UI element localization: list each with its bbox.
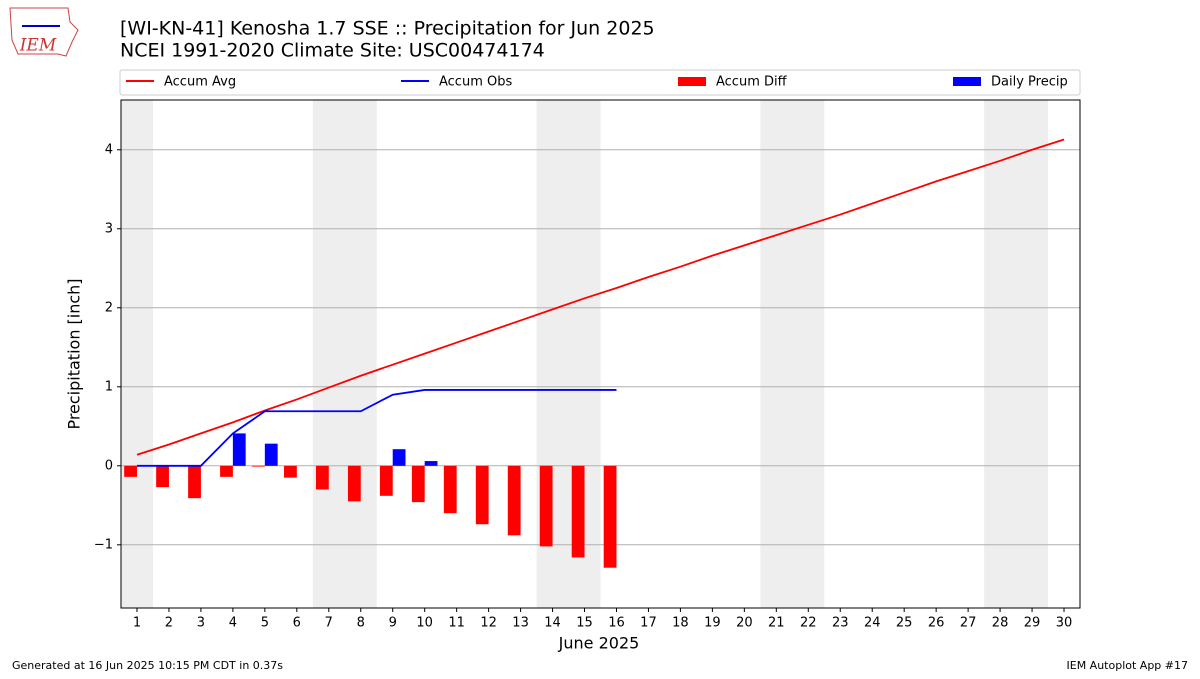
bar xyxy=(603,465,617,568)
x-tick-label: 14 xyxy=(544,616,561,631)
bar xyxy=(539,465,553,547)
legend-label: Daily Precip xyxy=(991,75,1068,90)
bar xyxy=(379,465,393,496)
weekend-shade xyxy=(760,100,825,608)
weekend-shade xyxy=(312,100,377,608)
y-tick-label: 3 xyxy=(105,221,113,236)
bar xyxy=(347,465,361,502)
footer-right: IEM Autoplot App #17 xyxy=(1067,659,1189,672)
weekend-shade xyxy=(984,100,1049,608)
x-tick-label: 13 xyxy=(512,616,529,631)
x-tick-label: 26 xyxy=(928,616,945,631)
chart-title: [WI-KN-41] Kenosha 1.7 SSE :: Precipitat… xyxy=(120,18,655,40)
y-tick-label: 1 xyxy=(105,379,113,394)
legend-swatch xyxy=(953,77,981,86)
x-tick-label: 6 xyxy=(293,616,301,631)
x-tick-label: 25 xyxy=(896,616,913,631)
x-tick-label: 27 xyxy=(960,616,977,631)
x-tick-label: 15 xyxy=(576,616,593,631)
y-tick-label: −1 xyxy=(94,537,113,552)
x-tick-label: 10 xyxy=(416,616,433,631)
legend-box xyxy=(119,69,1081,96)
x-tick-label: 29 xyxy=(1024,616,1041,631)
bar xyxy=(252,465,265,467)
x-tick-label: 11 xyxy=(448,616,465,631)
x-tick-label: 20 xyxy=(736,616,753,631)
x-tick-label: 23 xyxy=(832,616,849,631)
bar xyxy=(315,465,329,490)
x-tick-label: 17 xyxy=(640,616,657,631)
bar xyxy=(124,465,137,477)
legend-label: Accum Obs xyxy=(439,75,512,90)
x-tick-label: 2 xyxy=(165,616,173,631)
x-tick-label: 3 xyxy=(197,616,205,631)
bar xyxy=(284,465,297,478)
bar xyxy=(264,443,278,466)
x-axis-label: June 2025 xyxy=(558,634,640,653)
bar xyxy=(156,465,169,488)
x-tick-label: 19 xyxy=(704,616,721,631)
y-tick-label: 2 xyxy=(105,300,113,315)
bar xyxy=(411,465,425,503)
x-tick-label: 8 xyxy=(357,616,365,631)
bar xyxy=(443,465,457,514)
bar xyxy=(188,465,201,499)
weekend-shade xyxy=(121,100,153,608)
logo-text: IEM xyxy=(19,36,57,56)
x-tick-label: 30 xyxy=(1056,616,1073,631)
x-tick-label: 7 xyxy=(325,616,333,631)
x-tick-label: 4 xyxy=(229,616,237,631)
line xyxy=(136,138,1065,456)
bar xyxy=(507,465,521,536)
x-tick-label: 28 xyxy=(992,616,1009,631)
chart-subtitle: NCEI 1991-2020 Climate Site: USC00474174 xyxy=(120,40,545,62)
x-tick-label: 18 xyxy=(672,616,689,631)
y-tick-label: 4 xyxy=(105,142,113,157)
x-tick-label: 12 xyxy=(480,616,497,631)
x-tick-label: 9 xyxy=(389,616,397,631)
bar xyxy=(232,433,246,466)
plot-frame xyxy=(120,99,1081,609)
bar xyxy=(424,461,438,466)
y-tick-label: 0 xyxy=(105,458,113,473)
legend-label: Accum Avg xyxy=(164,75,236,90)
x-tick-label: 1 xyxy=(133,616,141,631)
x-tick-label: 21 xyxy=(768,616,785,631)
bar xyxy=(475,465,489,525)
x-tick-label: 24 xyxy=(864,616,881,631)
bar xyxy=(392,449,406,466)
footer-left: Generated at 16 Jun 2025 10:15 PM CDT in… xyxy=(12,659,283,672)
logo: IEM xyxy=(9,7,79,57)
legend-label: Accum Diff xyxy=(716,75,788,90)
x-tick-label: 5 xyxy=(261,616,269,631)
x-tick-label: 16 xyxy=(608,616,625,631)
bar xyxy=(571,465,585,558)
line xyxy=(136,389,617,467)
y-axis-label: Precipitation [inch] xyxy=(65,278,84,429)
bar xyxy=(220,465,233,477)
legend-swatch xyxy=(678,77,706,86)
x-tick-label: 22 xyxy=(800,616,817,631)
